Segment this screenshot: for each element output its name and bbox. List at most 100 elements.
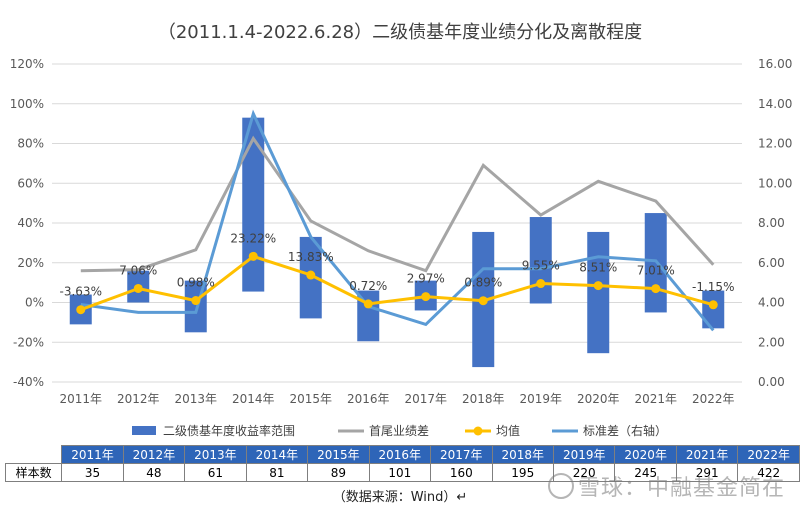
table-count-cell: 101 <box>368 463 432 482</box>
mean-line <box>80 254 714 312</box>
mean-point <box>478 296 488 306</box>
mean-data-label: 0.89% <box>464 276 502 290</box>
table-year-header: 2022年 <box>737 445 800 464</box>
mean-point <box>363 299 373 309</box>
y-left-tick-label: 100% <box>10 97 44 111</box>
y-right-tick-label: 14.00 <box>758 97 792 111</box>
legend: 二级债基年度收益率范围 首尾业绩差 均值 标准差（右轴） <box>132 423 667 438</box>
mean-point <box>421 292 431 302</box>
table-year-header: 2019年 <box>552 445 616 464</box>
data-source-note: （数据来源：Wind）↵ <box>332 490 468 505</box>
x-tick-label: 2015年 <box>289 392 332 406</box>
table-year-header: 2012年 <box>122 445 186 464</box>
mean-point <box>593 281 603 291</box>
x-tick-label: 2018年 <box>462 392 505 406</box>
y-left-tick-label: -20% <box>13 335 44 349</box>
mean-data-label: 23.22% <box>230 231 276 245</box>
table-count-cell: 61 <box>184 463 247 482</box>
table-row-label: 样本数 <box>4 463 63 482</box>
x-tick-label: 2011年 <box>59 392 102 406</box>
x-axis-ticks: 2011年 2012年 2013年 2014年 2015年 2016年 2017年 2018年… <box>59 392 734 406</box>
table-count-cell: 48 <box>122 463 186 482</box>
table-year-header: 2017年 <box>430 445 493 464</box>
mean-data-label: -3.63% <box>60 285 102 299</box>
y-right-tick-label: 4.00 <box>758 296 785 310</box>
mean-data-label: 7.01% <box>637 264 675 278</box>
right-axis-ticks: 0.00 2.00 4.00 6.00 8.00 10.00 12.00 14.00 16.00 <box>758 57 792 389</box>
mean-data-label: 7.06% <box>119 263 157 277</box>
mean-data-label: 0.72% <box>349 279 387 293</box>
y-right-tick-label: 16.00 <box>758 57 792 71</box>
y-left-tick-label: 80% <box>17 137 44 151</box>
table-year-header: 2018年 <box>491 445 554 464</box>
legend-label: 标准差（右轴） <box>583 423 667 438</box>
mean-point <box>536 279 546 289</box>
y-right-tick-label: 0.00 <box>758 375 785 389</box>
range-bar <box>587 231 610 354</box>
table-count-cell: 291 <box>675 463 739 482</box>
left-axis-ticks: -40% -20% 0% 20% 40% 60% 80% 100% 120% <box>10 57 44 389</box>
legend-swatch <box>132 426 156 435</box>
y-right-tick-label: 10.00 <box>758 176 792 190</box>
legend-label: 均值 <box>496 423 520 438</box>
table-count-cell: 89 <box>307 463 370 482</box>
table-count-cell: 35 <box>61 463 124 482</box>
x-tick-label: 2013年 <box>174 392 217 406</box>
x-tick-label: 2020年 <box>577 392 620 406</box>
x-tick-label: 2012年 <box>117 392 160 406</box>
legend-marker <box>473 426 483 436</box>
table-corner <box>4 445 63 464</box>
x-tick-label: 2019年 <box>519 392 562 406</box>
x-tick-label: 2016年 <box>347 392 390 406</box>
range-bar <box>242 117 265 292</box>
table-year-header: 2011年 <box>61 445 124 464</box>
mean-point <box>708 300 718 310</box>
table-header-row: 2011年 2012年 2013年 2014年 2015年 2016年 2017年 2018年… <box>4 445 800 464</box>
range-bar <box>529 217 552 304</box>
mean-point <box>76 305 86 315</box>
y-right-tick-label: 2.00 <box>758 335 785 349</box>
data-labels: -3.63% 7.06% 0.98% 23.22% 13.83% 0.72% 2.97% 0.… <box>60 231 735 298</box>
mean-point <box>248 251 258 261</box>
x-tick-label: 2022年 <box>692 392 735 406</box>
mean-data-label: 2.97% <box>407 272 445 286</box>
watermark-text: 雪球：中融基金简在 <box>578 476 786 501</box>
table-year-header: 2020年 <box>614 445 677 464</box>
range-bars <box>69 117 725 368</box>
mean-point <box>191 296 201 306</box>
y-left-tick-label: 60% <box>17 176 44 190</box>
mean-point <box>133 283 143 293</box>
table-count-cell: 422 <box>737 463 800 482</box>
mean-data-label: 13.83% <box>288 250 334 264</box>
gridlines <box>52 63 742 383</box>
x-tick-label: 2021年 <box>634 392 677 406</box>
mean-data-label: 0.98% <box>177 276 215 290</box>
table-year-header: 2015年 <box>307 445 370 464</box>
x-tick-label: 2017年 <box>404 392 447 406</box>
range-diff-line <box>80 135 715 273</box>
table-year-header: 2021年 <box>675 445 739 464</box>
std-dev-line <box>80 109 715 332</box>
y-left-tick-label: 40% <box>17 216 44 230</box>
table-year-header: 2016年 <box>368 445 432 464</box>
table-count-cell: 81 <box>245 463 309 482</box>
mean-point <box>651 284 661 294</box>
legend-label: 首尾业绩差 <box>369 424 429 438</box>
watermark: 雪球：中融基金简在 <box>548 470 785 502</box>
y-left-tick-label: 120% <box>10 57 44 71</box>
y-right-tick-label: 8.00 <box>758 216 785 230</box>
table-count-cell: 160 <box>430 463 493 482</box>
table-data-row: 样本数 35 48 61 81 89 101 160 195 220 245 291 422 <box>4 463 800 482</box>
mean-data-label: 9.55% <box>522 259 560 273</box>
mean-data-label: 8.51% <box>579 261 617 275</box>
chart-area: （2011.1.4-2022.6.28）二级债基年度业绩分化及离散程度 -40%… <box>10 22 793 438</box>
table-count-cell: 195 <box>491 463 554 482</box>
legend-label: 二级债基年度收益率范围 <box>163 423 295 438</box>
sample-count-table: 2011年 2012年 2013年 2014年 2015年 2016年 2017年 2018年… <box>4 445 800 482</box>
x-tick-label: 2014年 <box>232 392 275 406</box>
series-lines <box>76 109 718 332</box>
range-bar <box>702 290 725 329</box>
table-year-header: 2013年 <box>184 445 247 464</box>
mean-data-label: -1.15% <box>692 280 734 294</box>
chart-title: （2011.1.4-2022.6.28）二级债基年度业绩分化及离散程度 <box>158 22 642 43</box>
